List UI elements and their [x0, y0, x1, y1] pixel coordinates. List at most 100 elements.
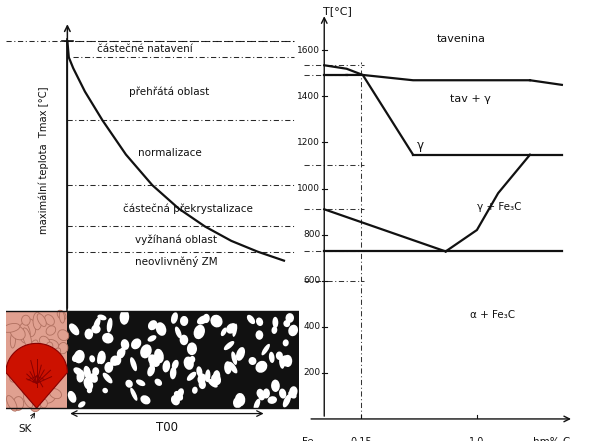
Ellipse shape [271, 380, 280, 392]
Ellipse shape [93, 318, 101, 331]
Text: γ + Fe₃C: γ + Fe₃C [477, 202, 521, 212]
Ellipse shape [69, 323, 80, 335]
Text: T[°C]: T[°C] [323, 7, 352, 16]
Ellipse shape [74, 367, 84, 376]
Ellipse shape [283, 340, 289, 346]
Ellipse shape [148, 355, 160, 367]
Ellipse shape [155, 322, 166, 336]
Ellipse shape [45, 315, 54, 325]
Ellipse shape [210, 315, 223, 327]
Text: maximální teplota  Tmax [°C]: maximální teplota Tmax [°C] [39, 86, 49, 234]
Ellipse shape [59, 311, 65, 323]
Ellipse shape [104, 362, 113, 373]
Ellipse shape [22, 315, 30, 325]
Ellipse shape [110, 355, 120, 366]
Ellipse shape [170, 367, 177, 379]
Ellipse shape [269, 352, 274, 363]
Text: přehřátá oblast: přehřátá oblast [129, 86, 209, 97]
Ellipse shape [13, 396, 24, 411]
Ellipse shape [84, 377, 93, 390]
Ellipse shape [22, 376, 30, 395]
Text: Fe: Fe [303, 437, 314, 441]
Ellipse shape [85, 367, 90, 377]
Text: normalizace: normalizace [138, 148, 201, 158]
Text: 1400: 1400 [297, 92, 320, 101]
Ellipse shape [40, 399, 47, 408]
Ellipse shape [280, 355, 290, 366]
Ellipse shape [187, 342, 197, 355]
Ellipse shape [262, 344, 270, 355]
Text: 400: 400 [303, 322, 320, 331]
Ellipse shape [174, 391, 183, 401]
Ellipse shape [256, 361, 267, 373]
Ellipse shape [92, 367, 99, 376]
Text: tav + γ: tav + γ [451, 93, 491, 104]
Ellipse shape [184, 356, 194, 370]
Ellipse shape [39, 367, 47, 377]
Ellipse shape [221, 328, 227, 336]
Ellipse shape [224, 361, 231, 374]
Ellipse shape [154, 349, 164, 363]
Ellipse shape [39, 336, 50, 347]
Ellipse shape [196, 366, 203, 377]
Ellipse shape [102, 388, 108, 393]
Text: T00: T00 [156, 422, 178, 434]
Text: γ: γ [417, 139, 424, 153]
Text: 1200: 1200 [297, 138, 320, 147]
Ellipse shape [118, 348, 125, 358]
Ellipse shape [276, 351, 283, 360]
FancyBboxPatch shape [67, 311, 299, 408]
Ellipse shape [235, 393, 245, 406]
Ellipse shape [197, 315, 209, 325]
Ellipse shape [288, 325, 298, 336]
Ellipse shape [279, 389, 286, 399]
Text: 1000: 1000 [297, 184, 320, 193]
Ellipse shape [97, 355, 102, 364]
Text: 1600: 1600 [297, 46, 320, 55]
Ellipse shape [140, 344, 152, 359]
Ellipse shape [283, 394, 291, 407]
Ellipse shape [289, 386, 297, 397]
Ellipse shape [236, 347, 245, 361]
Ellipse shape [6, 396, 17, 411]
Polygon shape [6, 344, 67, 408]
Ellipse shape [74, 350, 85, 363]
Text: 1,0: 1,0 [469, 437, 485, 441]
Ellipse shape [283, 320, 290, 327]
Ellipse shape [29, 396, 41, 411]
Ellipse shape [24, 393, 33, 407]
Ellipse shape [44, 340, 59, 352]
Ellipse shape [58, 330, 69, 340]
Ellipse shape [97, 314, 107, 320]
Ellipse shape [136, 379, 145, 386]
Ellipse shape [256, 330, 263, 340]
Ellipse shape [190, 356, 195, 363]
Ellipse shape [249, 357, 256, 365]
Ellipse shape [228, 362, 237, 374]
Ellipse shape [38, 357, 51, 372]
Ellipse shape [87, 387, 92, 393]
Ellipse shape [197, 374, 206, 384]
Ellipse shape [72, 353, 82, 362]
Ellipse shape [131, 338, 141, 349]
Text: neovlivněný ZM: neovlivněný ZM [135, 256, 217, 267]
Ellipse shape [233, 397, 242, 408]
Text: 600: 600 [303, 276, 320, 285]
Ellipse shape [148, 320, 157, 330]
Ellipse shape [272, 326, 277, 334]
Ellipse shape [263, 389, 270, 399]
Ellipse shape [97, 351, 106, 364]
Ellipse shape [49, 348, 61, 365]
Text: částečná překrystalizace: částečná překrystalizace [123, 203, 253, 214]
Ellipse shape [19, 323, 30, 343]
Ellipse shape [273, 317, 279, 328]
Ellipse shape [233, 324, 237, 337]
Ellipse shape [57, 310, 66, 320]
Ellipse shape [102, 373, 112, 383]
Ellipse shape [42, 387, 57, 404]
Ellipse shape [130, 388, 137, 401]
Ellipse shape [78, 401, 85, 408]
Ellipse shape [28, 369, 38, 384]
Ellipse shape [192, 387, 198, 394]
Text: 0,15: 0,15 [350, 437, 372, 441]
